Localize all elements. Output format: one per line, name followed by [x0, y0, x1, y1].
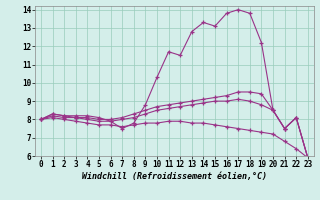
X-axis label: Windchill (Refroidissement éolien,°C): Windchill (Refroidissement éolien,°C) — [82, 172, 267, 181]
